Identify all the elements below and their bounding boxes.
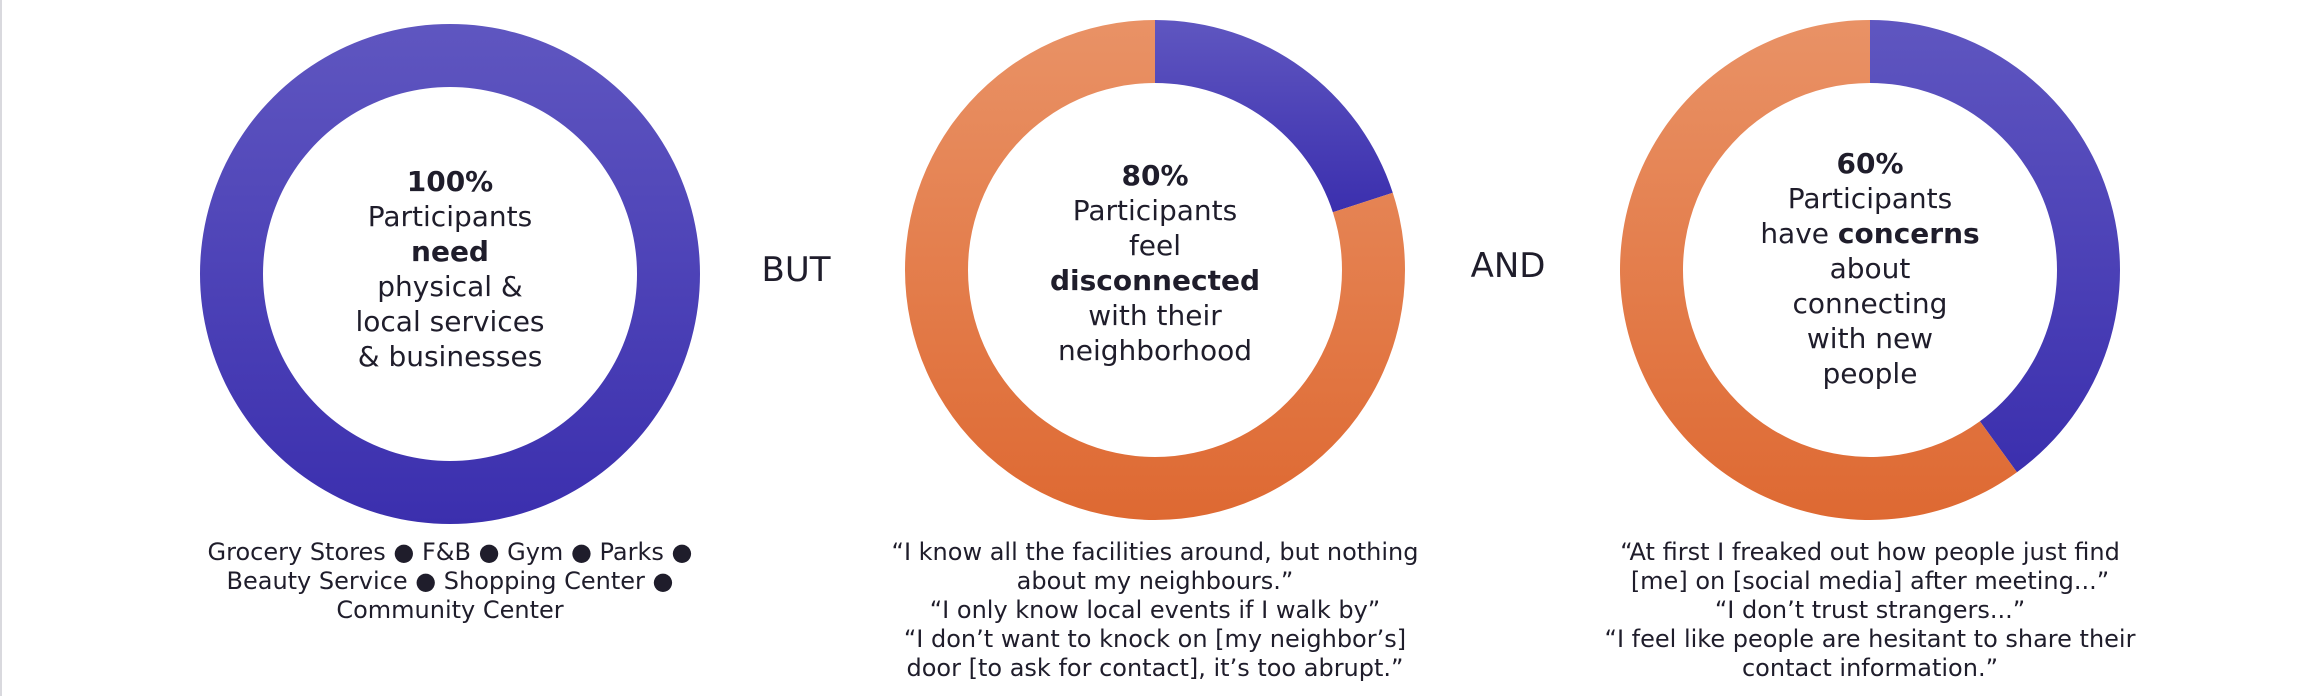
donut-2-slice-purple [1155,20,1393,213]
donut-2-center-line: with their [1005,298,1305,333]
center-text-part: local services [355,305,545,338]
caption-concerns: “At first I freaked out how people just … [1570,538,2170,683]
donut-2-percent: 80% [1121,159,1189,192]
donut-3-center-line: Participants [1720,181,2020,216]
donut-1-center-label: 100% Participants need physical & local ser… [300,164,600,374]
center-text-part: physical & [377,270,523,303]
caption-disconnected: “I know all the facilities around, but n… [855,538,1455,683]
donut-1-center-line: need [300,234,600,269]
donut-3-slice-orange [1620,20,2017,520]
donut-3-percent: 60% [1836,147,1904,180]
connector-but: BUT [761,250,831,290]
donut-3-slice-purple [1870,20,2120,473]
donut-3-center-line: with new [1720,321,2020,356]
caption-line: Community Center [336,596,564,624]
caption-need: Grocery Stores ● F&B ● Gym ● Parks ● Beau… [150,538,750,625]
donut-3-center-line: have concerns [1720,216,2020,251]
center-text-part: feel [1128,229,1182,262]
caption-line: [me] on [social media] after meeting...” [1630,567,2110,595]
center-text-part: have [1760,217,1838,250]
connector-and: AND [1470,246,1546,286]
center-text-part: with new [1806,322,1934,355]
donut-2-center-line: Participants [1005,193,1305,228]
donut-3-center-line: people [1720,356,2020,391]
donut-1-center-line: local services [300,304,600,339]
emphasis-text: concerns [1837,217,1980,250]
center-text-part: Participants [367,200,533,233]
donut-chart-concerns [1620,20,2120,520]
caption-line: Beauty Service ● Shopping Center ● [226,567,674,595]
donut-2-center-line: disconnected [1005,263,1305,298]
center-text-part: neighborhood [1058,334,1252,367]
caption-line: about my neighbours.” [1016,567,1294,595]
donut-1-percent: 100% [406,165,494,198]
center-text-part: Participants [1787,182,1953,215]
center-text-part: connecting [1792,287,1948,320]
center-text-part: & businesses [357,340,543,373]
donut-2-center-line: feel [1005,228,1305,263]
caption-line: Grocery Stores ● F&B ● Gym ● Parks ● [207,538,693,566]
caption-line: “I don’t trust strangers...” [1714,596,2026,624]
left-divider [0,0,2,696]
center-text-part: about [1829,252,1911,285]
donut-2-center-label: 80% Participants feel disconnected with the… [1005,158,1305,368]
donut-2-center-line: neighborhood [1005,333,1305,368]
caption-line: “I feel like people are hesitant to shar… [1604,625,2136,653]
caption-line: door [to ask for contact], it’s too abru… [906,654,1404,682]
donut-1-center-line: & businesses [300,339,600,374]
caption-line: contact information.” [1741,654,1999,682]
donut-1-center-line: Participants [300,199,600,234]
center-text-part: with their [1088,299,1222,332]
center-text-part: people [1822,357,1918,390]
emphasis-text: disconnected [1049,264,1260,297]
donut-3-center-line: about [1720,251,2020,286]
donut-3-center-line: connecting [1720,286,2020,321]
caption-line: “I only know local events if I walk by” [929,596,1381,624]
center-text-part: Participants [1072,194,1238,227]
caption-line: “At first I freaked out how people just … [1620,538,2120,566]
emphasis-text: need [411,235,489,268]
caption-line: “I don’t want to knock on [my neighbor’s… [903,625,1407,653]
caption-line: “I know all the facilities around, but n… [891,538,1419,566]
donut-1-center-line: physical & [300,269,600,304]
donut-chart-disconnected [905,20,1405,520]
donut-3-center-label: 60% Participants have concerns about connec… [1720,146,2020,391]
